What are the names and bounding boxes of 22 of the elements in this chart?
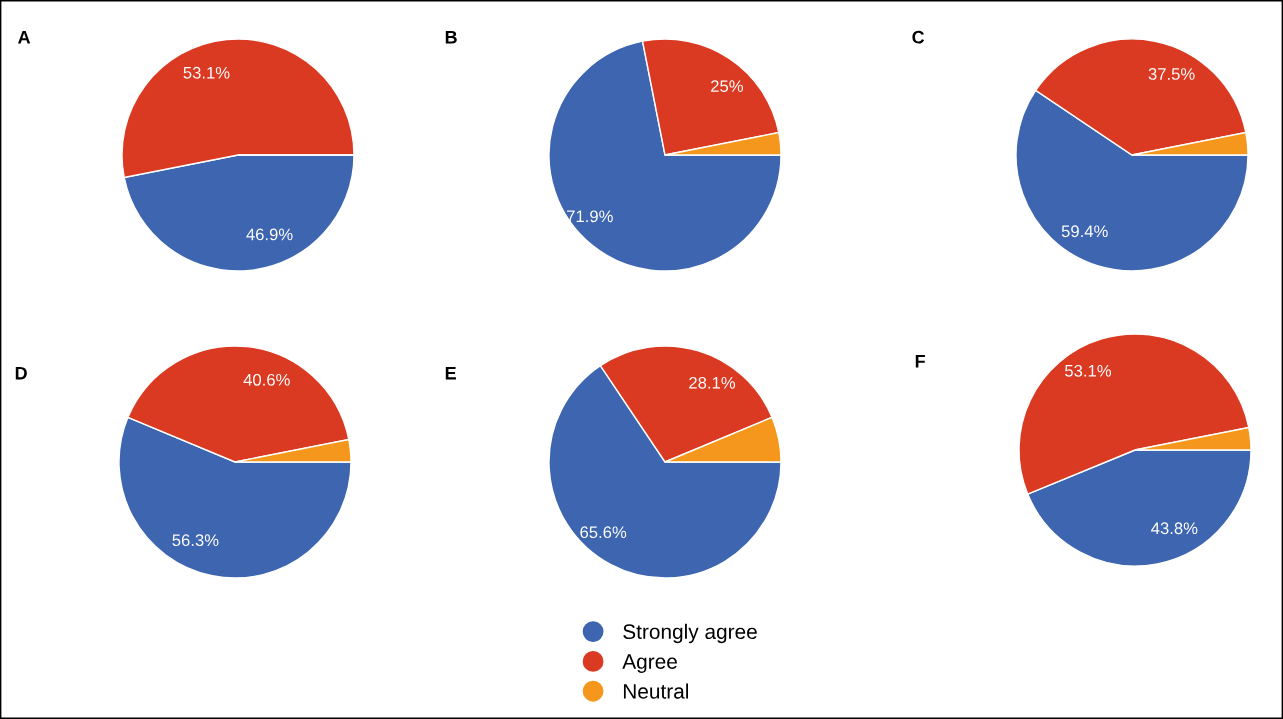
chart-title: A xyxy=(18,30,31,44)
chart-title: B xyxy=(445,30,457,44)
chart-title: C xyxy=(912,30,925,44)
text: D xyxy=(15,366,27,380)
data-label: 71.9% xyxy=(567,210,613,223)
data-label: 53.1% xyxy=(183,66,230,79)
data-label: 40.6% xyxy=(243,373,290,386)
data-label: 37.5% xyxy=(1148,68,1195,80)
legend-label: Neutral xyxy=(623,683,689,699)
data-label: 65.6% xyxy=(580,526,627,539)
legend-label: Strongly agree xyxy=(623,623,757,644)
legend-label: Agree xyxy=(622,654,677,674)
text: F xyxy=(915,354,925,368)
text: E xyxy=(445,366,456,380)
data-label: 43.8% xyxy=(1151,522,1198,535)
data-label: 59.4% xyxy=(1061,225,1108,238)
data-label: 53.1% xyxy=(1065,364,1112,377)
pie-slice xyxy=(548,40,782,272)
data-label: 25% xyxy=(711,80,743,93)
data-label: 46.9% xyxy=(246,228,293,241)
data-label: 28.1% xyxy=(689,376,736,389)
data-label: 56.3% xyxy=(172,534,219,547)
